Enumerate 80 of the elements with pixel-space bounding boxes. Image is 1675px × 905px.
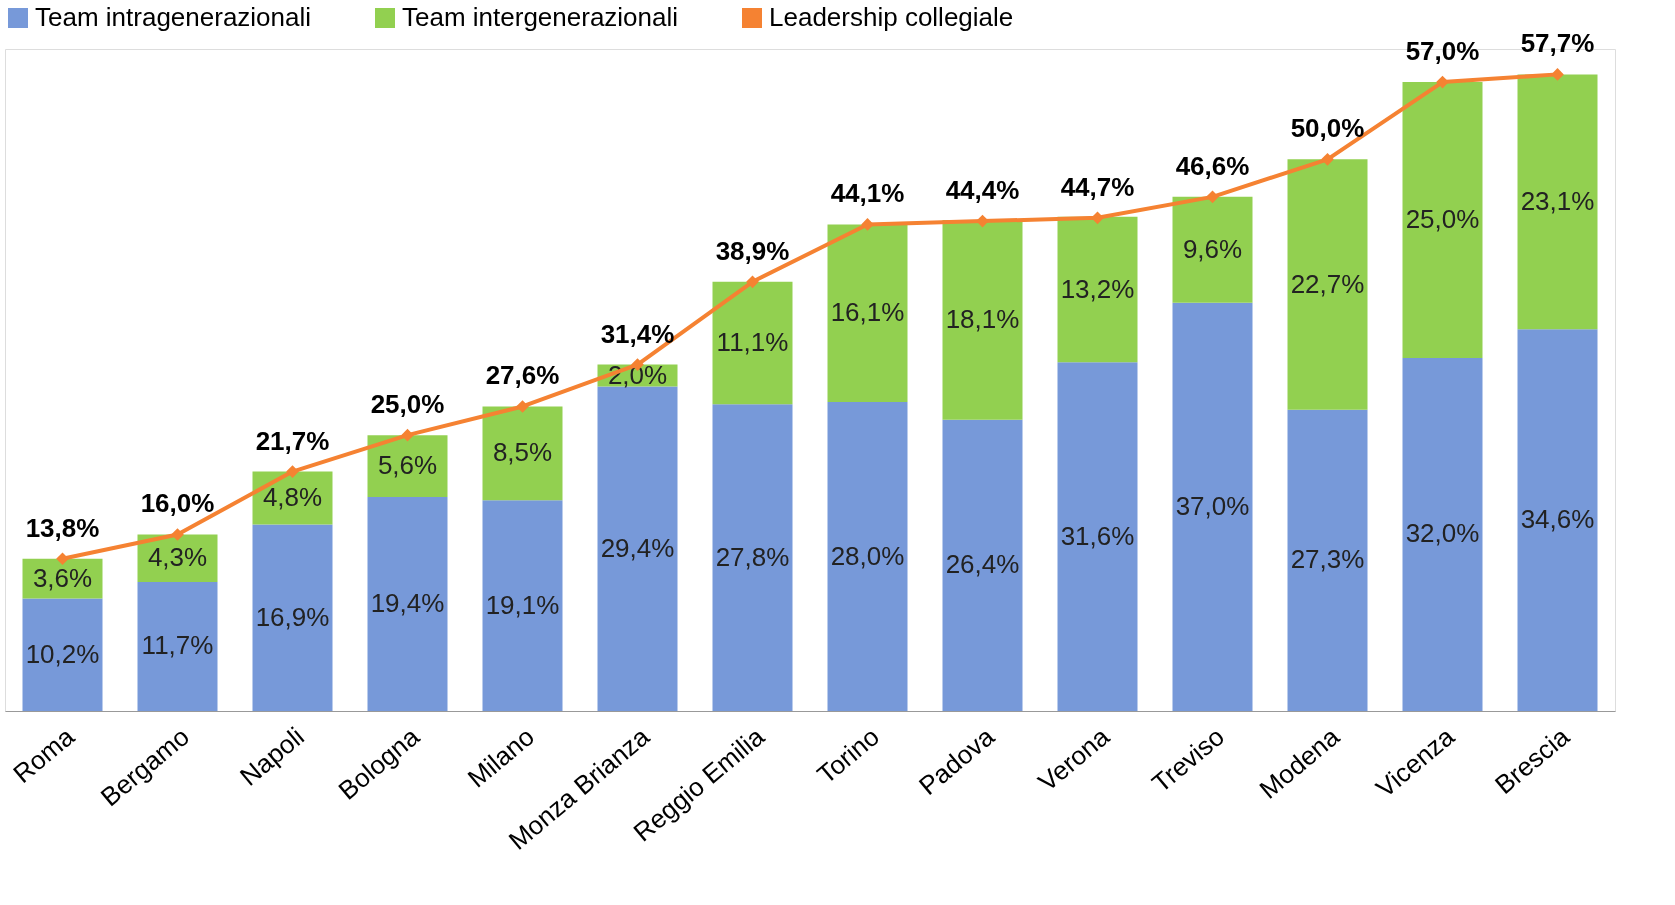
- point: [171, 528, 184, 541]
- bar: [1172, 196, 1253, 303]
- data-label: 31,4%: [600, 318, 675, 349]
- data-label: 44,7%: [1060, 171, 1135, 202]
- bar: [712, 281, 793, 405]
- bar: [1517, 74, 1598, 330]
- data-label: 38,9%: [715, 235, 790, 266]
- data-label: 44,4%: [945, 175, 1020, 206]
- point: [976, 214, 989, 228]
- point: [401, 428, 414, 442]
- data-label: 46,6%: [1175, 150, 1250, 181]
- data-label: 57,7%: [1520, 28, 1595, 59]
- data-label: 19,1%: [485, 589, 560, 620]
- bar: [827, 402, 908, 711]
- bar: [1172, 302, 1253, 711]
- data-label: 18,1%: [945, 303, 1020, 334]
- bar: [1057, 216, 1138, 363]
- legend-label: Team intragenerazionali: [35, 2, 312, 32]
- bar: [1287, 409, 1368, 711]
- bar: [252, 524, 333, 711]
- point: [746, 275, 759, 289]
- data-label: 3,6%: [32, 562, 93, 593]
- point: [1206, 190, 1219, 204]
- data-label: 11,7%: [141, 630, 214, 661]
- data-label: 8,5%: [492, 437, 553, 468]
- data-label: 10,2%: [25, 638, 100, 669]
- data-label: 22,7%: [1290, 268, 1365, 299]
- bar: [942, 220, 1023, 420]
- bar: [1057, 362, 1138, 711]
- data-label: 37,0%: [1175, 490, 1250, 521]
- data-label: 34,6%: [1520, 504, 1595, 535]
- bar: [1287, 159, 1368, 410]
- bar: [22, 598, 103, 711]
- data-label: 16,0%: [140, 488, 215, 519]
- data-label: 27,8%: [715, 541, 790, 572]
- data-label: 32,0%: [1405, 518, 1480, 549]
- data-label: 57,0%: [1405, 36, 1480, 67]
- data-label: 27,6%: [485, 360, 560, 391]
- point: [1321, 153, 1334, 166]
- bar: [482, 406, 563, 501]
- point: [1436, 75, 1449, 89]
- data-label: 25,0%: [1405, 204, 1480, 235]
- data-label: 44,1%: [830, 178, 905, 209]
- data-label: 13,8%: [25, 512, 100, 543]
- point: [1551, 68, 1564, 81]
- bar: [942, 419, 1023, 711]
- bar: [827, 224, 908, 403]
- point: [516, 400, 529, 413]
- data-label: 23,1%: [1520, 185, 1595, 216]
- data-label: 16,1%: [830, 297, 905, 328]
- data-label: 9,6%: [1182, 233, 1243, 264]
- point: [56, 552, 69, 566]
- data-label: 21,7%: [255, 425, 330, 456]
- bar: [137, 581, 218, 711]
- point: [861, 218, 874, 231]
- data-label: 16,9%: [255, 601, 330, 632]
- point: [1091, 211, 1104, 225]
- legend-label: Team intergenerazionali: [402, 2, 679, 32]
- data-label: 11,1%: [716, 327, 789, 358]
- data-label: 29,4%: [600, 532, 675, 563]
- data-label: 26,4%: [945, 549, 1020, 580]
- bar: [367, 496, 448, 711]
- bar: [1402, 357, 1483, 711]
- data-label: 25,0%: [370, 389, 445, 420]
- bar: [1402, 82, 1483, 358]
- bar: [712, 404, 793, 711]
- data-label: 13,2%: [1060, 273, 1135, 304]
- data-label: 31,6%: [1060, 520, 1135, 551]
- data-label: 28,0%: [830, 540, 905, 571]
- data-label: 4,3%: [147, 542, 208, 573]
- bar: [597, 386, 678, 711]
- bar: [1517, 329, 1598, 711]
- data-label: 5,6%: [377, 450, 438, 481]
- point: [286, 465, 299, 478]
- bar: [482, 500, 563, 711]
- data-label: 4,8%: [262, 482, 323, 513]
- data-label: 19,4%: [370, 587, 445, 618]
- data-label: 27,3%: [1290, 544, 1365, 575]
- legend-label: Leadership collegiale: [769, 2, 1014, 32]
- data-label: 50,0%: [1290, 113, 1365, 144]
